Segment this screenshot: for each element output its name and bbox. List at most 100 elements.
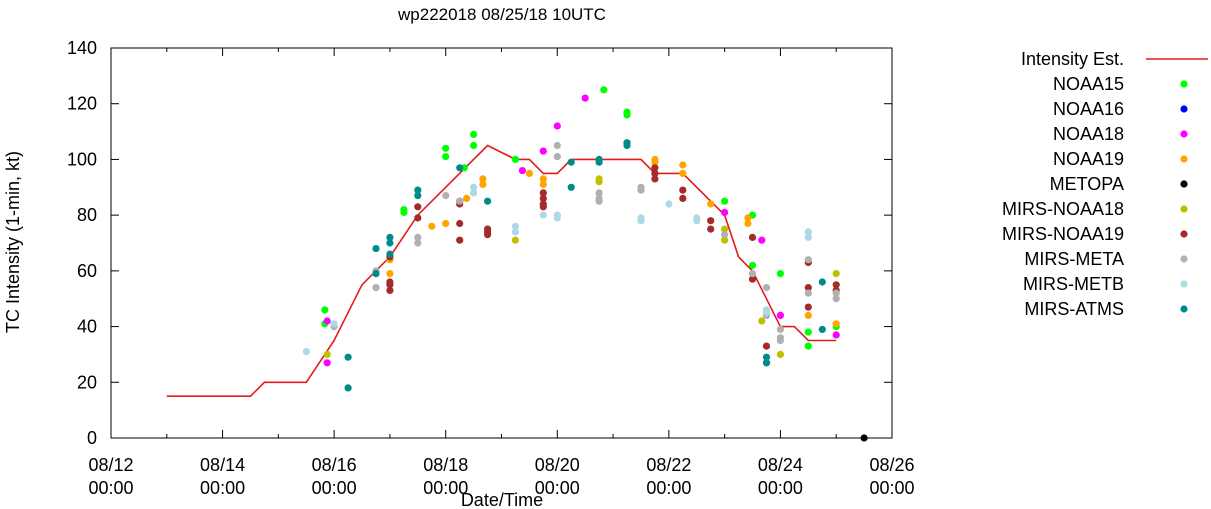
y-tick-label: 140 [67, 38, 97, 58]
point-mirs-noaa19 [748, 233, 757, 241]
point-mirs-meta [553, 153, 561, 161]
legend-swatch-noaa18 [1180, 130, 1188, 138]
point-mirs-atms [484, 197, 492, 205]
point-mirs-noaa18 [758, 317, 766, 325]
legend-swatch-mirs-atms [1180, 305, 1188, 313]
point-mirs-noaa19 [804, 303, 812, 311]
point-mirs-meta [456, 197, 464, 205]
point-mirs-atms [762, 353, 771, 361]
point-noaa18 [581, 94, 589, 102]
point-mirs-noaa19 [456, 236, 464, 244]
point-noaa18 [518, 167, 527, 175]
point-mirs-atms [567, 183, 575, 191]
point-mirs-noaa19 [484, 231, 492, 239]
x-tick-label-time: 00:00 [88, 478, 133, 498]
point-mirs-noaa19 [414, 214, 422, 222]
point-mirs-metb [693, 217, 701, 225]
point-noaa15 [600, 86, 608, 94]
point-noaa15 [470, 130, 478, 138]
legend-label-mirs-meta: MIRS-META [1024, 249, 1124, 269]
y-tick-label: 40 [77, 317, 97, 337]
point-mirs-noaa19 [707, 217, 715, 225]
point-mirs-atms [372, 245, 380, 253]
legend-swatch-mirs-meta [1180, 255, 1188, 263]
point-mirs-noaa19 [539, 189, 547, 197]
point-mirs-meta [776, 325, 785, 333]
point-noaa19 [386, 270, 394, 278]
point-mirs-noaa19 [651, 164, 659, 172]
point-mirs-meta [553, 141, 561, 150]
point-mirs-atms [818, 325, 826, 333]
point-mirs-meta [804, 256, 812, 264]
legend-label-mirs-atms: MIRS-ATMS [1024, 299, 1124, 319]
point-mirs-noaa19 [386, 286, 394, 294]
x-tick-label-date: 08/14 [200, 455, 245, 475]
point-mirs-noaa18 [721, 225, 729, 233]
intensity-estimate-line [166, 144, 837, 398]
point-mirs-meta [595, 189, 603, 197]
point-mirs-atms [414, 186, 422, 194]
legend-label-noaa16: NOAA16 [1053, 99, 1124, 119]
point-mirs-metb [470, 183, 478, 191]
point-mirs-noaa19 [651, 169, 659, 177]
x-tick-label-date: 08/20 [535, 455, 580, 475]
legend-swatch-mirs-metb [1180, 280, 1188, 288]
point-noaa15 [321, 306, 329, 314]
point-mirs-noaa18 [832, 270, 840, 278]
point-noaa15 [442, 144, 450, 152]
point-mirs-noaa19 [748, 275, 757, 283]
y-tick-label: 120 [67, 94, 97, 114]
point-noaa19 [442, 219, 450, 228]
point-mirs-metb [511, 222, 519, 230]
legend-swatch-noaa16 [1180, 105, 1188, 113]
point-mirs-meta [595, 197, 603, 205]
point-mirs-metb [665, 200, 673, 208]
legend-swatch-mirs-noaa18 [1180, 205, 1188, 213]
point-mirs-noaa18 [721, 236, 729, 244]
point-noaa19 [679, 161, 687, 169]
point-noaa15 [776, 270, 785, 278]
point-mirs-atms [372, 270, 380, 278]
point-noaa19 [744, 219, 752, 228]
y-tick-label: 60 [77, 261, 97, 281]
point-mirs-noaa18 [511, 236, 519, 244]
point-mirs-noaa19 [651, 175, 659, 183]
x-tick-label-date: 08/18 [423, 455, 468, 475]
point-mirs-metb [539, 211, 547, 219]
point-mirs-noaa18 [323, 350, 331, 358]
point-noaa19 [428, 222, 436, 230]
point-mirs-meta [776, 336, 785, 345]
x-tick-label-date: 08/16 [312, 455, 357, 475]
point-noaa18 [758, 236, 766, 244]
x-tick-label-time: 00:00 [535, 478, 580, 498]
point-noaa18 [776, 311, 785, 319]
point-noaa18 [323, 317, 331, 325]
point-mirs-atms [456, 164, 464, 172]
point-noaa19 [463, 194, 471, 202]
point-noaa15 [400, 208, 408, 216]
x-tick-label-time: 00:00 [646, 478, 691, 498]
point-noaa18 [539, 147, 547, 155]
legend-swatch-noaa15 [1180, 80, 1188, 88]
x-tick-label-time: 00:00 [758, 478, 803, 498]
legend: Intensity Est. NOAA15 NOAA16 NOAA18 NOAA19 ME… [1002, 49, 1208, 319]
legend-swatch-metopa [1180, 180, 1188, 188]
point-mirs-metb [637, 217, 645, 225]
legend-swatch-mirs-noaa19 [1180, 230, 1188, 238]
point-noaa19 [539, 175, 547, 183]
y-tick-label: 80 [77, 205, 97, 225]
point-mirs-noaa19 [707, 225, 715, 233]
legend-label-noaa19: NOAA19 [1053, 149, 1124, 169]
point-noaa18 [832, 331, 840, 339]
point-mirs-meta [414, 233, 422, 241]
legend-label-mirs-noaa18: MIRS-NOAA18 [1002, 199, 1124, 219]
point-mirs-noaa19 [539, 203, 547, 211]
point-mirs-metb [302, 348, 310, 356]
point-mirs-atms [344, 353, 352, 361]
point-noaa15 [623, 111, 631, 119]
legend-label-noaa18: NOAA18 [1053, 124, 1124, 144]
point-noaa19 [707, 200, 715, 208]
y-tick-label: 100 [67, 149, 97, 169]
x-tick-label-time: 00:00 [869, 478, 914, 498]
point-noaa15 [748, 261, 757, 269]
